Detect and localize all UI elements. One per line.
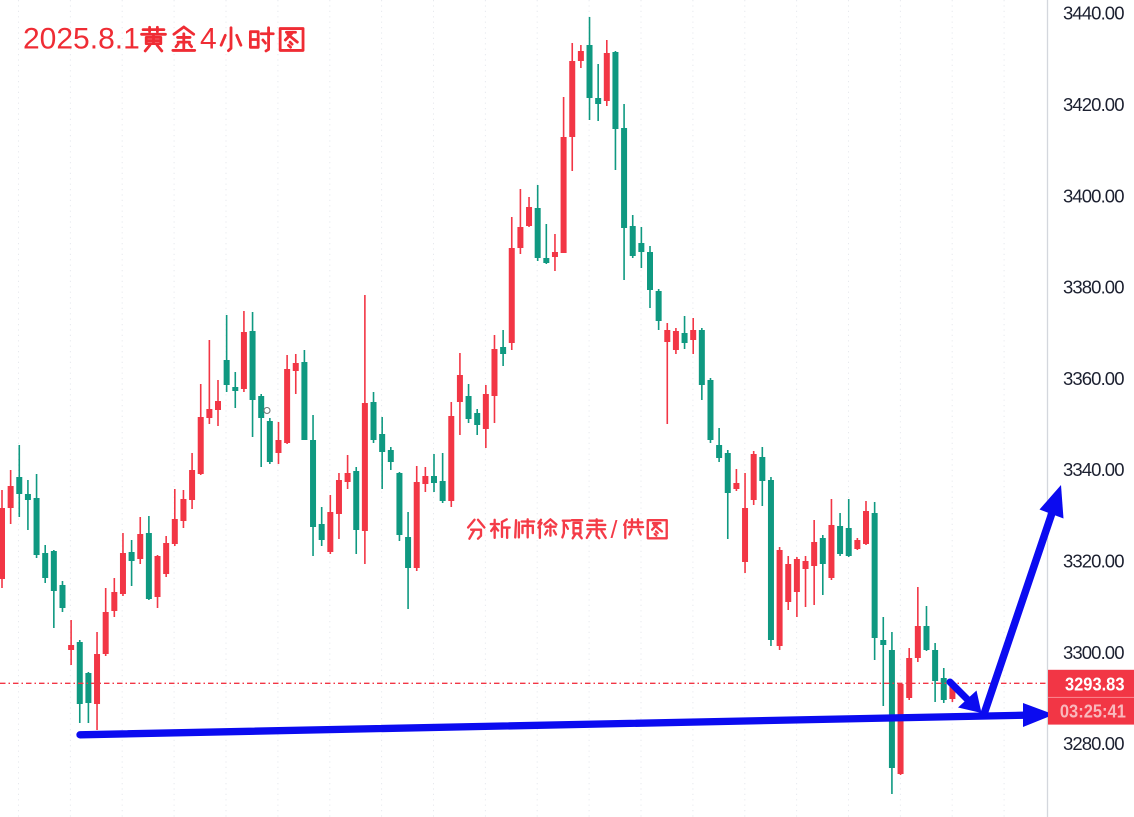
- svg-text:3300.00: 3300.00: [1063, 642, 1125, 663]
- svg-text:3280.00: 3280.00: [1063, 733, 1125, 754]
- svg-text:/: /: [611, 516, 618, 544]
- svg-text:3320.00: 3320.00: [1063, 551, 1125, 572]
- svg-text:3400.00: 3400.00: [1063, 185, 1125, 206]
- svg-text:03:25:41: 03:25:41: [1060, 702, 1126, 722]
- svg-text:3340.00: 3340.00: [1063, 459, 1125, 480]
- svg-text:3420.00: 3420.00: [1063, 94, 1125, 115]
- svg-text:3293.83: 3293.83: [1065, 674, 1125, 694]
- svg-text:2025.8.1: 2025.8.1: [23, 23, 140, 56]
- svg-text:3380.00: 3380.00: [1063, 277, 1125, 298]
- svg-text:4: 4: [200, 23, 217, 56]
- svg-text:3360.00: 3360.00: [1063, 368, 1125, 389]
- svg-text:3440.00: 3440.00: [1063, 3, 1125, 24]
